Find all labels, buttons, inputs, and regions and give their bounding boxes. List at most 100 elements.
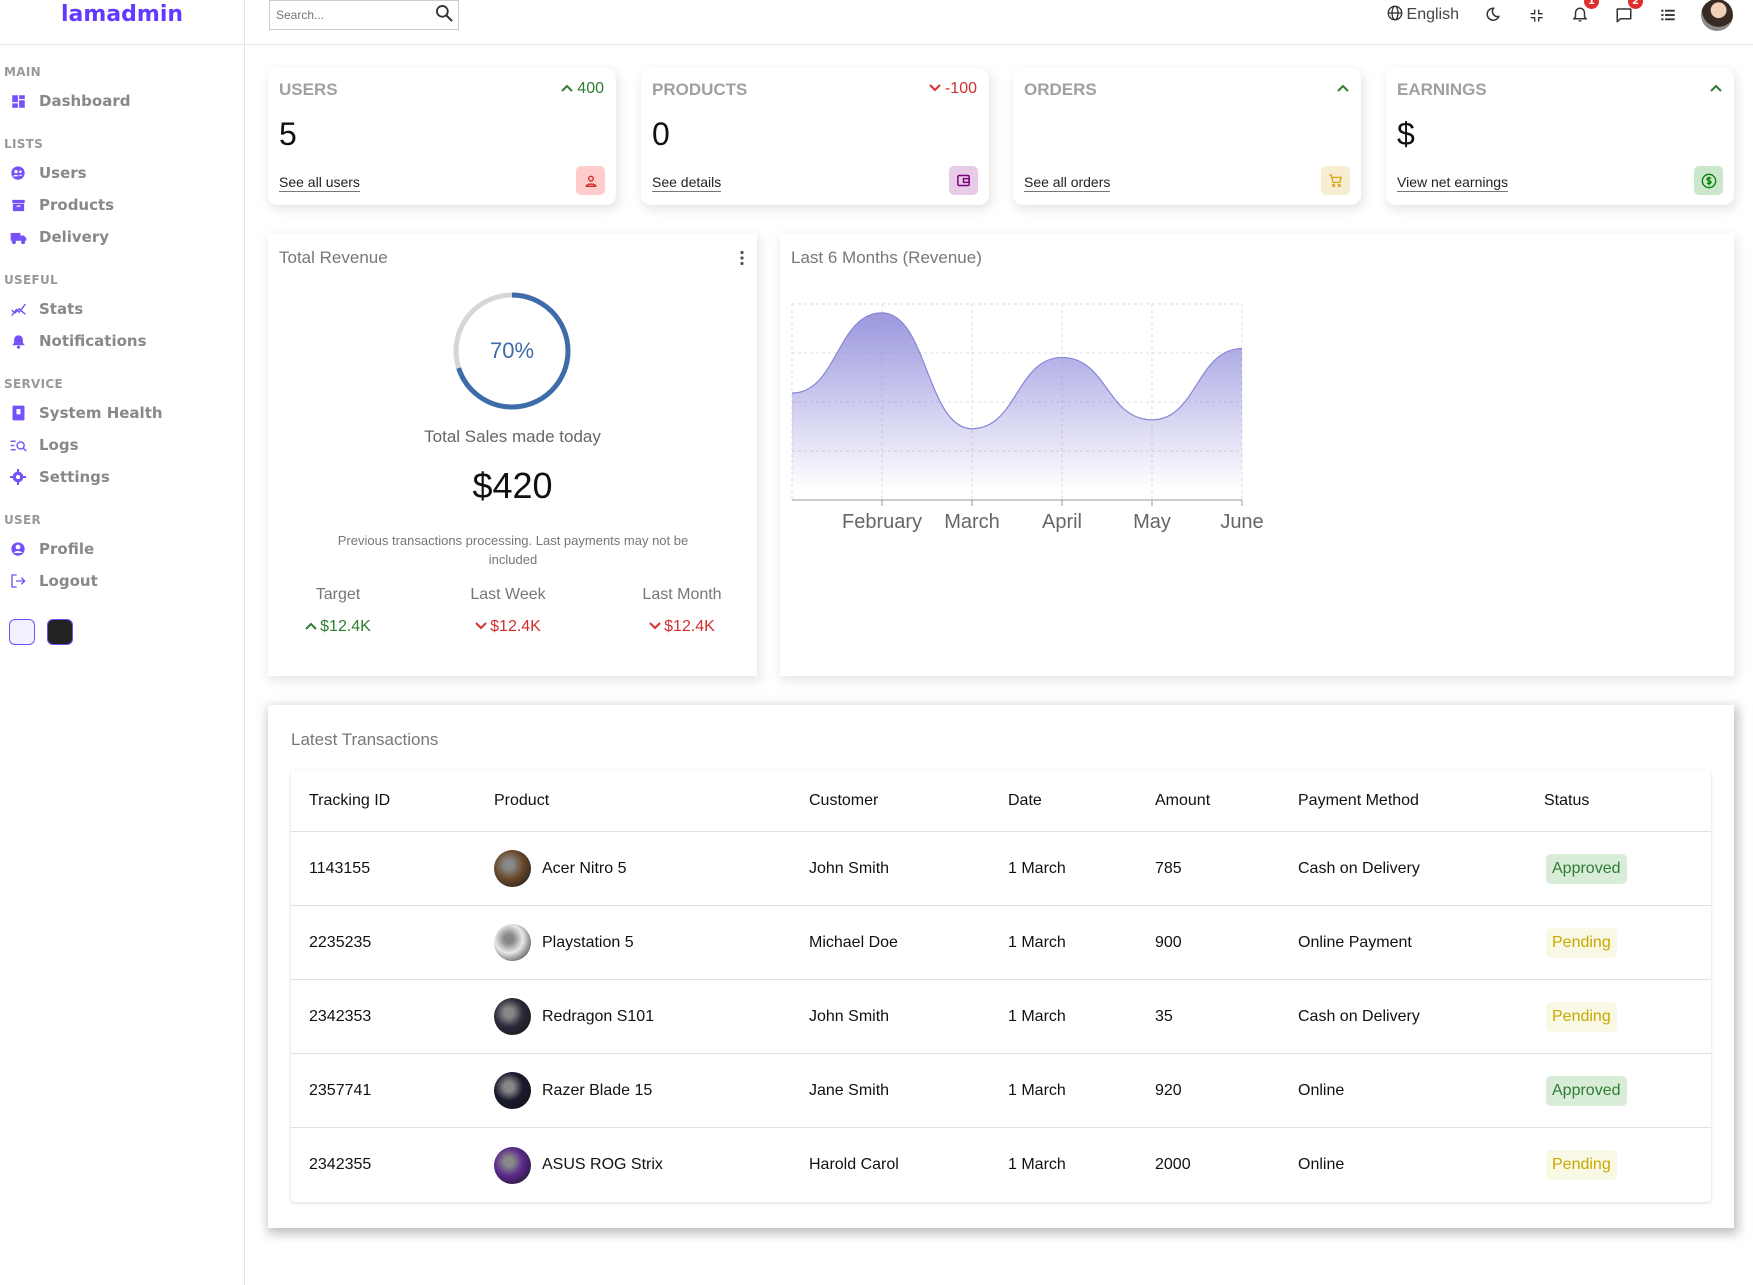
widget-products: PRODUCTS -100 0 See details xyxy=(641,68,989,205)
light-theme-option[interactable] xyxy=(9,619,35,645)
widget-link[interactable]: See all users xyxy=(279,174,360,192)
amount: 900 xyxy=(1155,933,1182,951)
table-row[interactable]: 2235235 Playstation 5 Michael Doe 1 March 90… xyxy=(291,906,1711,980)
truck-icon xyxy=(9,228,27,246)
summary-value: $12.4K xyxy=(490,618,541,635)
language-selector[interactable]: English xyxy=(1386,4,1459,27)
total-revenue-title: Total Revenue xyxy=(279,248,388,267)
x-tick-label: February xyxy=(842,511,922,533)
x-tick-label: May xyxy=(1133,511,1171,533)
sidebar-item-notifications[interactable]: Notifications xyxy=(0,325,244,357)
sidebar-item-logout[interactable]: Logout xyxy=(0,565,244,597)
payment-method: Cash on Delivery xyxy=(1298,859,1420,877)
x-tick-label: March xyxy=(944,511,1000,533)
table-row[interactable]: 1143155 Acer Nitro 5 John Smith 1 March 785 C… xyxy=(291,832,1711,906)
dark-theme-option[interactable] xyxy=(47,619,73,645)
x-tick-label: June xyxy=(1220,511,1263,533)
person-icon[interactable] xyxy=(576,166,605,195)
widget-percentage: 400 xyxy=(561,80,604,98)
color-options xyxy=(9,619,244,645)
widget-title: USERS xyxy=(279,80,338,99)
widget-counter: 0 xyxy=(652,116,670,152)
settings-icon xyxy=(9,468,27,486)
language-label: English xyxy=(1406,6,1459,23)
column-header[interactable]: Product xyxy=(494,791,550,809)
column-header[interactable]: Amount xyxy=(1155,791,1211,809)
table-row[interactable]: 2342353 Redragon S101 John Smith 1 March 35 C… xyxy=(291,980,1711,1054)
summary-value: $12.4K xyxy=(664,618,715,635)
status-badge: Approved xyxy=(1546,853,1627,884)
column-header[interactable]: Tracking ID xyxy=(309,791,391,809)
list-icon[interactable] xyxy=(1657,4,1679,26)
sidebar-item-delivery[interactable]: Delivery xyxy=(0,221,244,253)
widget-title: PRODUCTS xyxy=(652,80,748,99)
product-cell: Playstation 5 xyxy=(494,906,634,979)
sidebar-item-logs[interactable]: Logs xyxy=(0,429,244,461)
chat-icon[interactable]: 2 xyxy=(1613,0,1643,26)
sidebar-item-label: Delivery xyxy=(39,228,110,246)
sidebar-item-label: Profile xyxy=(39,540,95,558)
sidebar-item-label: Settings xyxy=(39,468,110,486)
product-cell: Razer Blade 15 xyxy=(494,1054,652,1127)
widget-link[interactable]: See all orders xyxy=(1024,174,1111,192)
sidebar-item-label: Dashboard xyxy=(39,92,131,110)
search-box xyxy=(269,0,459,30)
sidebar-item-users[interactable]: Users xyxy=(0,157,244,189)
sidebar-section-title: USEFUL xyxy=(4,273,58,287)
summary-last-week: Last Week $12.4K xyxy=(448,586,568,636)
sidebar-item-products[interactable]: Products xyxy=(0,189,244,221)
avatar[interactable] xyxy=(1701,0,1733,31)
sidebar-item-dashboard[interactable]: Dashboard xyxy=(0,85,244,117)
status-cell: Approved xyxy=(1546,832,1627,905)
sidebar-item-stats[interactable]: Stats xyxy=(0,293,244,325)
search-icon[interactable] xyxy=(434,3,454,27)
widget-link[interactable]: View net earnings xyxy=(1397,174,1509,192)
table-row[interactable]: 2357741 Razer Blade 15 Jane Smith 1 March 92… xyxy=(291,1054,1711,1128)
column-header[interactable]: Status xyxy=(1544,791,1590,809)
status-badge: Pending xyxy=(1546,1150,1617,1180)
widget-earnings: EARNINGS $ View net earnings xyxy=(1386,68,1734,205)
search-input[interactable] xyxy=(276,8,434,22)
sales-description: Previous transactions processing. Last p… xyxy=(337,533,689,567)
widget-link[interactable]: See details xyxy=(652,174,722,192)
amount: 785 xyxy=(1155,859,1182,877)
column-header[interactable]: Payment Method xyxy=(1298,791,1419,809)
payment-method: Online xyxy=(1298,1081,1345,1099)
product-image xyxy=(494,1072,531,1109)
revenue-line xyxy=(791,312,1243,430)
sidebar-item-label: Users xyxy=(39,164,87,182)
revenue-area xyxy=(792,312,1242,500)
dark-mode-icon[interactable] xyxy=(1481,4,1503,26)
customer: Jane Smith xyxy=(809,1081,890,1099)
table-row[interactable]: 2342355 ASUS ROG Strix Harold Carol 1 March… xyxy=(291,1128,1711,1202)
cart-icon[interactable] xyxy=(1321,166,1350,195)
summary-title: Last Week xyxy=(470,586,546,603)
sidebar-item-label: Stats xyxy=(39,300,84,318)
arrow-down-icon xyxy=(475,618,487,636)
date: 1 March xyxy=(1008,1156,1066,1173)
sales-amount: $420 xyxy=(472,465,553,506)
column-header[interactable]: Date xyxy=(1008,791,1042,809)
widget-percentage xyxy=(1337,80,1349,98)
dollar-icon[interactable] xyxy=(1694,166,1723,195)
more-vert-icon[interactable] xyxy=(739,250,745,271)
product-image xyxy=(494,998,531,1035)
sidebar-item-settings[interactable]: Settings xyxy=(0,461,244,493)
bell-icon xyxy=(9,332,27,350)
sidebar-item-label: Notifications xyxy=(39,332,147,350)
logo[interactable]: lamadmin xyxy=(0,0,244,45)
amount: 920 xyxy=(1155,1081,1182,1099)
column-header[interactable]: Customer xyxy=(809,791,879,809)
progress-text: 70% xyxy=(490,338,534,363)
sales-label: Total Sales made today xyxy=(424,427,601,446)
product-name: Playstation 5 xyxy=(542,933,634,951)
notifications-icon[interactable]: 1 xyxy=(1569,0,1599,26)
sidebar-item-profile[interactable]: Profile xyxy=(0,533,244,565)
arrow-down-icon xyxy=(929,80,941,98)
date: 1 March xyxy=(1008,1007,1066,1025)
sidebar-item-system-health[interactable]: System Health xyxy=(0,397,244,429)
widget-title: ORDERS xyxy=(1024,80,1097,99)
fullscreen-exit-icon[interactable] xyxy=(1525,4,1547,26)
store-icon xyxy=(9,196,27,214)
wallet-icon[interactable] xyxy=(949,166,978,195)
